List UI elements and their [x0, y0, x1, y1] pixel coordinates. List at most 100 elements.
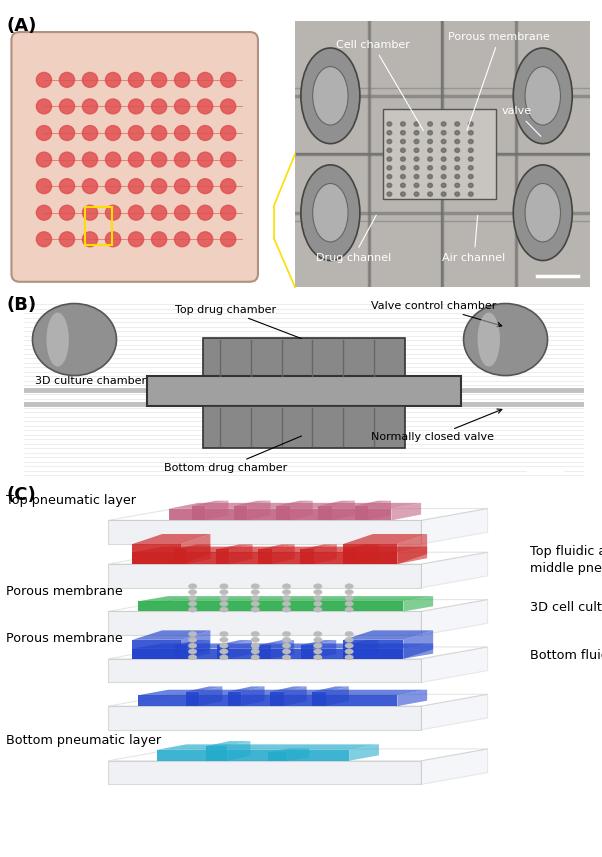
Text: (B): (B) — [6, 296, 36, 314]
Circle shape — [197, 126, 213, 141]
Circle shape — [314, 643, 322, 648]
Circle shape — [441, 140, 446, 144]
Circle shape — [314, 655, 322, 660]
Circle shape — [427, 183, 432, 188]
Text: Porous membrane: Porous membrane — [448, 32, 550, 130]
Text: Top fluidic and
middle pneumatic layer: Top fluidic and middle pneumatic layer — [530, 545, 602, 575]
Circle shape — [345, 590, 353, 595]
Polygon shape — [272, 544, 295, 564]
Circle shape — [220, 126, 236, 141]
Circle shape — [197, 206, 213, 220]
Circle shape — [82, 206, 98, 220]
Polygon shape — [108, 508, 488, 520]
Circle shape — [188, 596, 197, 601]
Circle shape — [414, 183, 419, 188]
Ellipse shape — [301, 48, 360, 144]
Text: Porous membrane: Porous membrane — [6, 584, 123, 598]
Circle shape — [282, 643, 291, 648]
Circle shape — [468, 157, 473, 161]
Circle shape — [314, 638, 322, 643]
Circle shape — [387, 130, 392, 135]
Circle shape — [175, 126, 190, 141]
Polygon shape — [186, 692, 199, 706]
Polygon shape — [258, 549, 272, 564]
Polygon shape — [181, 534, 211, 564]
Circle shape — [152, 73, 167, 87]
Circle shape — [345, 643, 353, 648]
Circle shape — [152, 232, 167, 247]
Circle shape — [220, 607, 228, 612]
Circle shape — [282, 584, 291, 589]
Ellipse shape — [514, 48, 573, 144]
Circle shape — [387, 183, 392, 188]
Polygon shape — [216, 544, 253, 549]
Circle shape — [82, 232, 98, 247]
Circle shape — [314, 602, 322, 606]
Text: 3D culture chamber: 3D culture chamber — [36, 376, 146, 386]
Ellipse shape — [477, 313, 500, 367]
Text: 3D cell culture layer: 3D cell culture layer — [530, 602, 602, 614]
Polygon shape — [186, 686, 223, 692]
Circle shape — [314, 590, 322, 595]
Circle shape — [105, 99, 120, 114]
Polygon shape — [181, 631, 211, 659]
Polygon shape — [234, 500, 271, 506]
Circle shape — [197, 232, 213, 247]
Circle shape — [427, 165, 432, 170]
Polygon shape — [318, 506, 332, 520]
Text: valve: valve — [501, 106, 541, 136]
Circle shape — [60, 206, 75, 220]
Circle shape — [36, 179, 52, 194]
Polygon shape — [421, 749, 488, 784]
Circle shape — [455, 192, 459, 196]
Ellipse shape — [301, 165, 360, 261]
Polygon shape — [421, 508, 488, 544]
Circle shape — [220, 584, 228, 589]
Polygon shape — [326, 686, 349, 706]
Polygon shape — [397, 534, 427, 564]
Polygon shape — [175, 645, 187, 659]
Circle shape — [36, 73, 52, 87]
Circle shape — [427, 192, 432, 196]
Polygon shape — [199, 686, 223, 706]
Circle shape — [414, 130, 419, 135]
Polygon shape — [132, 644, 433, 649]
Polygon shape — [169, 509, 391, 520]
FancyBboxPatch shape — [11, 32, 258, 282]
Polygon shape — [421, 600, 488, 635]
Circle shape — [387, 157, 392, 161]
Circle shape — [400, 175, 405, 179]
Circle shape — [251, 607, 259, 612]
Circle shape — [197, 99, 213, 114]
Circle shape — [152, 153, 167, 167]
Circle shape — [314, 649, 322, 654]
Circle shape — [400, 183, 405, 188]
Circle shape — [152, 206, 167, 220]
Circle shape — [414, 157, 419, 161]
Polygon shape — [174, 544, 211, 549]
Text: Top drug chamber: Top drug chamber — [175, 304, 302, 339]
Polygon shape — [286, 748, 309, 761]
Circle shape — [220, 99, 236, 114]
Polygon shape — [343, 640, 378, 645]
Circle shape — [60, 153, 75, 167]
Polygon shape — [301, 640, 336, 645]
Polygon shape — [332, 500, 355, 520]
Polygon shape — [132, 534, 211, 544]
Circle shape — [455, 122, 459, 126]
Circle shape — [441, 165, 446, 170]
Polygon shape — [132, 640, 181, 659]
Polygon shape — [187, 544, 211, 564]
Polygon shape — [268, 748, 309, 752]
Polygon shape — [138, 690, 427, 695]
Text: Air channel: Air channel — [442, 215, 506, 262]
Polygon shape — [108, 694, 488, 706]
Circle shape — [175, 179, 190, 194]
Polygon shape — [343, 534, 427, 544]
Circle shape — [468, 165, 473, 170]
Text: Cell chamber: Cell chamber — [337, 40, 423, 130]
Circle shape — [414, 122, 419, 126]
Polygon shape — [192, 506, 205, 520]
Polygon shape — [397, 547, 427, 564]
Circle shape — [441, 130, 446, 135]
